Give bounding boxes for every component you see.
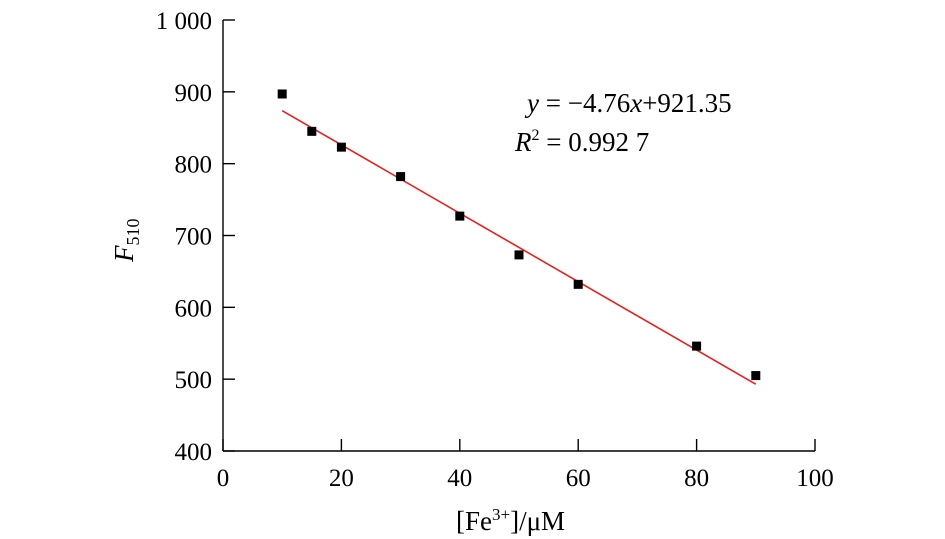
- equation-eq: = −4.76: [539, 88, 630, 118]
- x-axis-title-sup: 3+: [492, 505, 510, 524]
- x-tick-label: 60: [566, 465, 591, 492]
- data-points: [277, 89, 761, 381]
- r-squared-sup: 2: [532, 127, 540, 144]
- y-ticks: 400 500 600 700 800 900 1 000: [156, 8, 235, 466]
- x-axis-title: [Fe3+]/μM: [456, 505, 565, 536]
- equation-x: x: [629, 88, 642, 118]
- y-tick-label: 700: [175, 224, 213, 251]
- r-squared-r: R: [514, 127, 532, 157]
- x-tick-label: 0: [217, 465, 230, 492]
- x-tick-label: 100: [796, 465, 834, 492]
- y-tick-label: 900: [175, 80, 213, 107]
- data-point: [277, 89, 287, 99]
- x-tick-label: 20: [329, 465, 354, 492]
- fit-equation: y = −4.76x+921.35: [524, 88, 732, 118]
- x-tick-label: 80: [684, 465, 709, 492]
- data-point: [692, 341, 702, 351]
- y-axis-title-main: F: [109, 245, 139, 263]
- data-point: [514, 250, 524, 260]
- x-axis-title-close: ]/μM: [510, 506, 565, 536]
- y-axis-title: F510: [109, 219, 143, 264]
- y-tick-label: 1 000: [156, 8, 212, 35]
- y-tick-label: 500: [175, 367, 213, 394]
- y-tick-label: 600: [175, 295, 213, 322]
- data-point: [751, 371, 761, 381]
- data-point: [336, 142, 346, 152]
- data-point: [455, 211, 465, 221]
- x-ticks: 0 20 40 60 80 100: [217, 439, 834, 492]
- x-axis-title-open: [Fe: [456, 506, 492, 536]
- fit-line: [281, 109, 757, 385]
- data-point: [396, 172, 406, 182]
- y-tick-label: 800: [175, 152, 213, 179]
- y-tick-label: 400: [175, 439, 213, 466]
- x-tick-label: 40: [447, 465, 472, 492]
- y-axis-title-sub: 510: [123, 219, 143, 246]
- r-squared-rest: = 0.992 7: [540, 127, 650, 157]
- equation-y: y: [524, 88, 539, 118]
- equation-rest: +921.35: [642, 88, 731, 118]
- data-point: [307, 126, 317, 136]
- data-point: [573, 279, 583, 289]
- r-squared: R2 = 0.992 7: [514, 127, 649, 157]
